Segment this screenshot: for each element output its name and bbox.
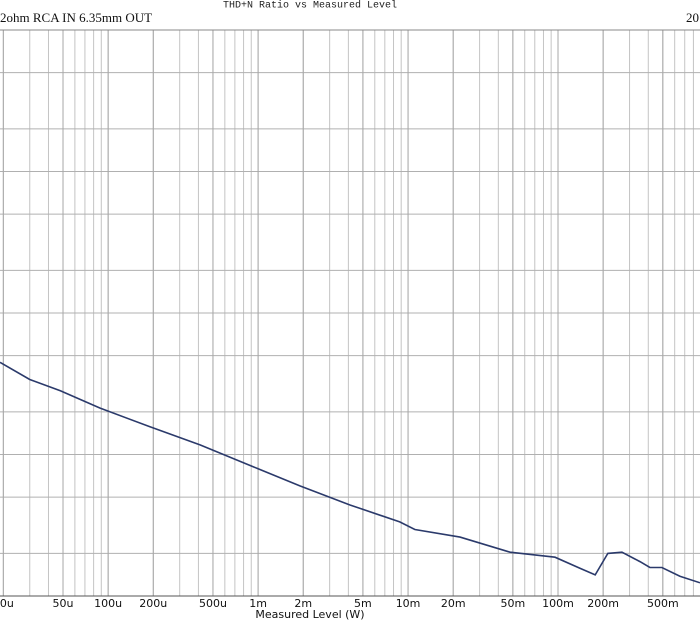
x-tick-label: 200m [587, 597, 619, 610]
x-tick-label: 500u [199, 597, 227, 610]
x-tick-label: 2m [294, 597, 312, 610]
x-tick-label: 10m [396, 597, 421, 610]
x-tick-label: 100m [542, 597, 574, 610]
x-tick-label: 200u [139, 597, 167, 610]
chart-title: THD+N Ratio vs Measured Level [223, 0, 397, 12]
data-line [0, 361, 700, 584]
x-tick-label: 20u [0, 597, 14, 610]
x-tick-label: 50u [53, 597, 74, 610]
x-tick-label: 100u [94, 597, 122, 610]
x-tick-label: 1m [249, 597, 267, 610]
chart-subtitle: 2ohm RCA IN 6.35mm OUT [0, 10, 152, 25]
x-tick-label: 500m [647, 597, 679, 610]
x-tick-label: 20m [441, 597, 466, 610]
x-tick-label: 5m [354, 597, 372, 610]
x-tick-label: 50m [501, 597, 526, 610]
x-axis-label: Measured Level (W) [255, 608, 364, 621]
corner-label: 20 [686, 10, 699, 25]
